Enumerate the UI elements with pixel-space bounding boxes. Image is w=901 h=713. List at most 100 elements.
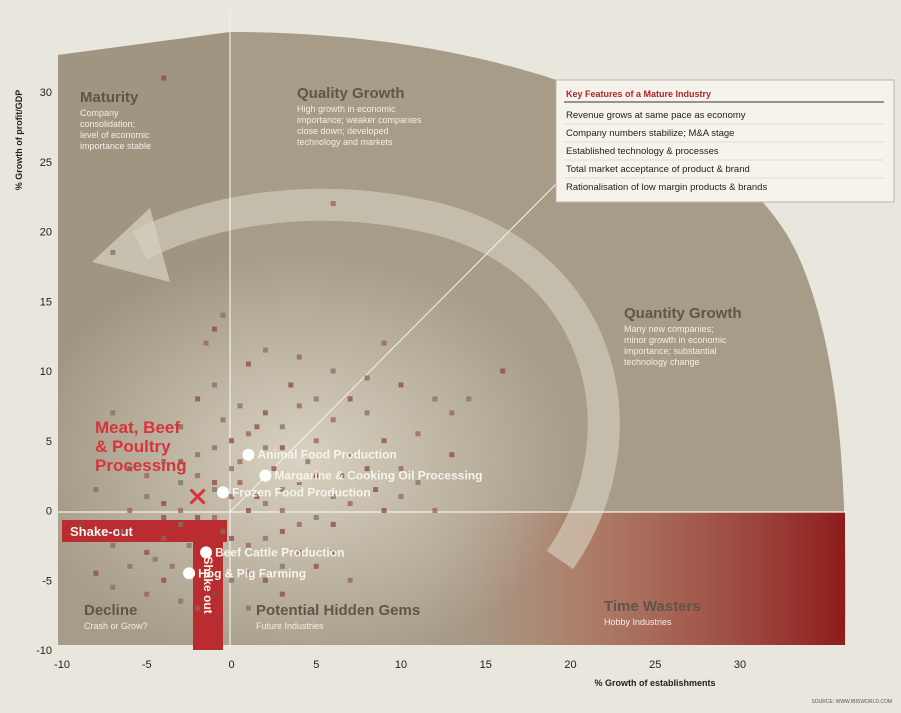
scatter-point <box>432 396 438 402</box>
scatter-point <box>220 528 226 534</box>
labeled-point-marker <box>242 448 255 461</box>
scatter-point <box>229 577 234 583</box>
scatter-point <box>237 403 243 409</box>
scatter-point <box>279 508 285 513</box>
x-tick-label: -5 <box>142 659 152 671</box>
scatter-point <box>212 591 218 597</box>
scatter-point <box>262 535 268 541</box>
shakeout-horizontal-bar <box>62 520 227 542</box>
scatter-point <box>161 501 167 507</box>
x-ticks: -10 -5 0 5 10 15 20 25 30 <box>54 659 746 671</box>
scatter-point <box>330 201 336 207</box>
scatter-point <box>144 549 150 555</box>
quadrant-description-gems: Future Industries <box>256 621 324 631</box>
scatter-point <box>195 473 201 479</box>
y-tick-label: 0 <box>46 506 52 518</box>
scatter-point <box>381 438 387 444</box>
source-note: SOURCE: WWW.IBISWORLD.COM <box>811 699 892 705</box>
scatter-point <box>220 417 226 423</box>
scatter-point <box>229 438 234 444</box>
scatter-point <box>178 598 184 604</box>
labeled-points: Animal Food Production Margarine & Cookin… <box>183 448 482 580</box>
scatter-point <box>373 487 379 493</box>
scatter-point <box>398 382 404 388</box>
scatter-point <box>245 605 251 611</box>
quadrant-description-maturity: Company <box>80 108 119 118</box>
labeled-point-marker <box>183 567 196 580</box>
scatter-point <box>305 459 311 465</box>
scatter-point <box>110 249 116 255</box>
scatter-point <box>262 445 268 451</box>
quadrant-description-quality: close down; developed <box>297 126 389 136</box>
scatter-point <box>212 382 218 388</box>
scatter-point <box>229 466 234 472</box>
scatter-point <box>237 459 243 465</box>
scatter-point <box>330 549 336 555</box>
labeled-point-marker <box>200 546 213 559</box>
scatter-point <box>161 514 167 520</box>
labeled-point-marker <box>217 486 230 499</box>
scatter-point <box>466 396 472 402</box>
scatter-point <box>347 501 353 507</box>
highlight-label: Meat, Beef <box>95 418 180 437</box>
scatter-point <box>144 591 150 597</box>
scatter-point <box>195 514 201 520</box>
scatter-point <box>262 577 268 583</box>
scatter-point <box>169 563 175 569</box>
quadrant-description-quantity: minor growth in economic <box>624 335 727 345</box>
scatter-point <box>127 466 133 472</box>
highlight-label: Processing <box>95 456 187 475</box>
y-tick-label: 10 <box>40 366 52 378</box>
scatter-point <box>271 466 277 472</box>
shakeout-vertical-bar <box>193 520 223 650</box>
labeled-point-label: Margarine & Cooking Oil Processing <box>274 469 482 483</box>
scatter-point <box>296 521 302 527</box>
quadrant-title-quality: Quality Growth <box>297 85 405 102</box>
x-axis-label: % Growth of establishments <box>594 678 715 688</box>
x-tick-label: 0 <box>228 659 234 671</box>
scatter-point <box>313 473 319 479</box>
scatter-point <box>76 521 82 527</box>
x-tick-label: 15 <box>480 659 492 671</box>
key-box-item: Revenue grows at same pace as economy <box>566 110 746 121</box>
scatter-point <box>161 459 167 465</box>
scatter-point <box>245 508 251 513</box>
scatter-point <box>364 410 370 416</box>
scatter-point <box>245 542 251 548</box>
diagonal-line <box>229 169 571 513</box>
quadrant-description-time: Hobby Industries <box>604 617 672 627</box>
highlight-marker <box>189 488 206 505</box>
scatter-point <box>313 438 319 444</box>
scatter-point <box>127 508 133 513</box>
key-features-box: Key Features of a Mature Industry Revenu… <box>555 79 895 203</box>
quadrant-description-quality: importance; weaker companies <box>297 115 422 125</box>
scatter-point <box>152 556 158 562</box>
scatter-point <box>178 521 184 527</box>
quadrant-description-quality: High growth in economic <box>297 104 396 114</box>
scatter-point <box>254 424 260 430</box>
labeled-point-label: Beef Cattle Production <box>215 545 344 559</box>
scatter-point <box>279 591 285 597</box>
scatter-point <box>254 494 260 500</box>
scatter-point <box>330 521 336 527</box>
x-tick-label: 10 <box>395 659 407 671</box>
scatter-point <box>279 528 285 534</box>
scatter-point <box>262 347 268 353</box>
quadrant-title-quantity: Quantity Growth <box>624 305 742 322</box>
scatter-point <box>415 431 421 437</box>
y-axis-label: % Growth of profit/GDP <box>14 90 24 191</box>
x-tick-label: 25 <box>649 659 661 671</box>
labeled-point-label: Frozen Food Production <box>232 485 371 499</box>
scatter-point <box>364 375 370 381</box>
scatter-point <box>178 508 184 513</box>
key-box-items: Revenue grows at same pace as economy Com… <box>564 110 884 193</box>
scatter-point <box>212 514 218 520</box>
quadrant-title-maturity: Maturity <box>80 89 139 106</box>
scatter-point <box>288 382 294 388</box>
scatter-point <box>127 563 133 569</box>
scatter-point <box>195 605 201 611</box>
scatter-point <box>203 340 209 346</box>
scatter-point <box>110 584 116 590</box>
scatter-point <box>110 542 116 548</box>
